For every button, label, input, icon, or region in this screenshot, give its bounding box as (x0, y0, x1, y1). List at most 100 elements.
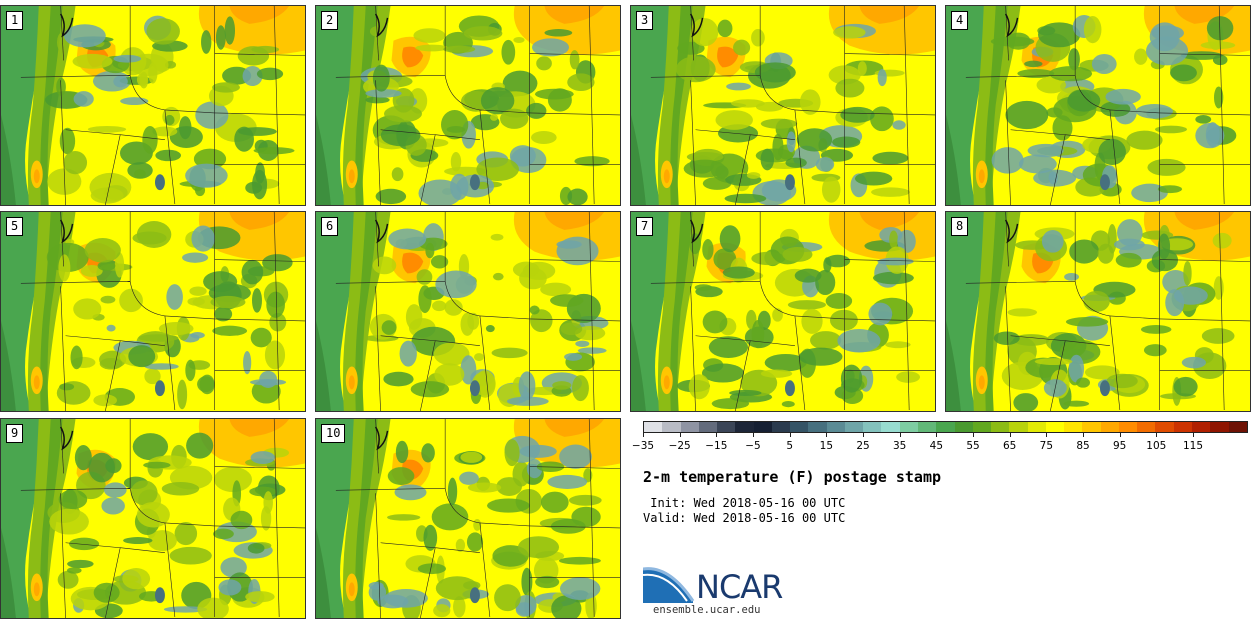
colorbar-tick (1119, 433, 1121, 437)
colorbar-segment (936, 422, 955, 432)
temperature-colorbar (643, 421, 1248, 433)
colorbar-tick-label: 65 (1002, 440, 1017, 452)
colorbar-tick-label: 95 (1112, 440, 1127, 452)
colorbar-segment (954, 422, 973, 432)
colorbar-segment (1191, 422, 1211, 432)
colorbar-segment (826, 422, 845, 432)
colorbar-tick-label: 105 (1146, 440, 1167, 452)
colorbar-tick (936, 433, 938, 437)
colorbar-tick-label: 85 (1076, 440, 1090, 452)
panel-number: 1 (6, 11, 24, 30)
temperature-map (1, 212, 305, 411)
colorbar-segment (1082, 422, 1101, 432)
colorbar-tick-label: 25 (856, 440, 870, 452)
panel-number: 6 (321, 217, 339, 236)
colorbar-tick-label: 55 (966, 440, 980, 452)
colorbar-segment (644, 422, 663, 432)
colorbar-segment (844, 422, 864, 432)
colorbar-segment (881, 422, 900, 432)
map-panel-8: 8 (945, 211, 1251, 412)
panel-number: 4 (951, 11, 969, 30)
colorbar-tick-label: 115 (1182, 440, 1204, 452)
colorbar-tick-label: 5 (786, 440, 793, 452)
colorbar-segment (1064, 422, 1083, 432)
map-panel-5: 5 (0, 211, 306, 412)
plot-title: 2-m temperature (F) postage stamp (643, 468, 942, 486)
colorbar-tick-label: 15 (819, 440, 834, 452)
colorbar-segment (771, 422, 791, 432)
temperature-map (1, 6, 305, 205)
colorbar-tick (1083, 433, 1084, 437)
ncar-logo-text: NCAR (696, 568, 783, 606)
colorbar-segment (698, 422, 718, 432)
temperature-map (946, 212, 1250, 411)
colorbar-ticks: −35 −25 −15 −5 5 15 25 35 45 55 65 75 85 95 105 115 (632, 433, 1248, 457)
colorbar-tick-label: −25 (668, 440, 691, 452)
colorbar-tick (643, 433, 644, 437)
panel-number: 2 (321, 11, 339, 30)
colorbar-segment (735, 422, 754, 432)
colorbar-tick (1046, 433, 1048, 437)
temperature-map (316, 6, 620, 205)
colorbar-segment (753, 422, 772, 432)
colorbar-tick (1193, 433, 1194, 437)
colorbar-segment (972, 422, 992, 432)
colorbar-segment (1155, 422, 1174, 432)
map-panel-1: 1 (0, 5, 306, 206)
colorbar-tick (826, 433, 828, 437)
colorbar-segment (1027, 422, 1046, 432)
panel-number: 7 (636, 217, 654, 236)
colorbar-tick (789, 433, 791, 437)
colorbar-tick (899, 433, 901, 437)
colorbar-segment (1009, 422, 1028, 432)
map-panel-2: 2 (315, 5, 621, 206)
temperature-map (1, 419, 305, 618)
colorbar-tick-label: −15 (705, 440, 728, 452)
colorbar-segment (662, 422, 681, 432)
map-panel-6: 6 (315, 211, 621, 412)
colorbar-segment (899, 422, 918, 432)
ensemble-url: ensemble.ucar.edu (653, 604, 761, 616)
colorbar-tick (1009, 433, 1011, 437)
colorbar-segment (1228, 422, 1247, 432)
colorbar-segment (1137, 422, 1156, 432)
panel-number: 5 (6, 217, 24, 236)
colorbar-segment (863, 422, 882, 432)
map-panel-9: 9 (0, 418, 306, 619)
panel-number: 8 (951, 217, 969, 236)
colorbar-segment (1045, 422, 1065, 432)
colorbar-segment (917, 422, 937, 432)
colorbar-tick (679, 433, 681, 437)
colorbar-tick-label: 75 (1039, 440, 1054, 452)
init-time: Init: Wed 2018-05-16 00 UTC (643, 496, 846, 510)
map-panel-4: 4 (945, 5, 1251, 206)
map-panel-3: 3 (630, 5, 936, 206)
map-panel-10: 10 (315, 418, 621, 619)
ncar-logo-icon (643, 567, 695, 603)
colorbar-segment (1100, 422, 1119, 432)
colorbar-tick (973, 433, 974, 437)
colorbar-tick (863, 433, 864, 437)
colorbar-tick (1156, 433, 1158, 437)
colorbar-tick-label: 45 (929, 440, 944, 452)
panel-number: 3 (636, 11, 654, 30)
valid-time: Valid: Wed 2018-05-16 00 UTC (643, 511, 846, 525)
colorbar-tick-label: −5 (745, 440, 761, 452)
temperature-map (631, 6, 935, 205)
colorbar-segment (1118, 422, 1138, 432)
colorbar-tick (716, 433, 718, 437)
colorbar-segment (1173, 422, 1192, 432)
temperature-map (946, 6, 1250, 205)
panel-number: 9 (6, 424, 24, 443)
temperature-map (316, 212, 620, 411)
colorbar-segment (1210, 422, 1229, 432)
colorbar-segment (808, 422, 827, 432)
temperature-map (316, 419, 620, 618)
colorbar-tick-label: 35 (892, 440, 907, 452)
map-panel-7: 7 (630, 211, 936, 412)
colorbar-tick-label: −35 (631, 440, 655, 452)
temperature-map (631, 212, 935, 411)
colorbar-segment (991, 422, 1010, 432)
colorbar-segment (717, 422, 736, 432)
colorbar-segment (790, 422, 809, 432)
